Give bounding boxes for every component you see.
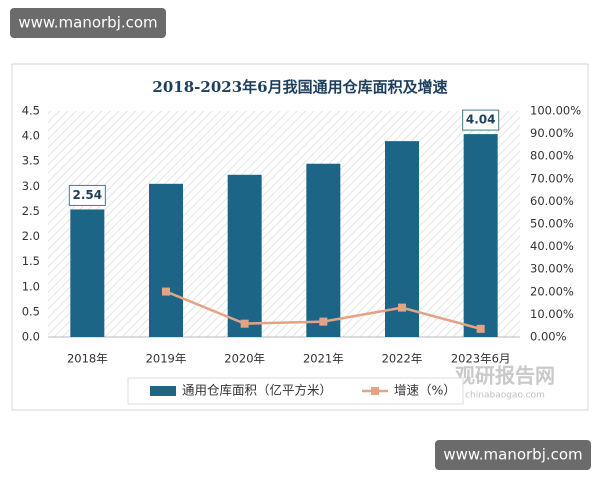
line-marker [398, 303, 406, 312]
y-tick-label: 1.0 [22, 279, 40, 293]
y2-tick-label: 30.00% [530, 262, 574, 276]
legend-swatch [150, 386, 176, 396]
x-tick-label: 2021年 [303, 352, 344, 366]
y2-tick-label: 60.00% [530, 194, 574, 208]
bar [227, 174, 262, 337]
x-tick-label: 2018年 [67, 352, 108, 366]
value-label: 4.04 [466, 113, 496, 127]
x-tick-label: 2019年 [146, 352, 187, 366]
watermark-box [10, 8, 166, 38]
legend-frame [127, 377, 464, 405]
y2-tick-label: 40.00% [530, 239, 574, 253]
bar [70, 209, 105, 337]
line-marker [319, 317, 328, 326]
y2-tick-label: 10.00% [530, 307, 574, 321]
bar [463, 134, 498, 337]
line-marker [162, 287, 170, 296]
y2-tick-label: 100.00% [530, 104, 581, 118]
watermark: www.manorbj.com [18, 14, 157, 32]
y-tick-label: 3.0 [22, 179, 40, 193]
legend-label: 通用仓库面积（亿平方米） [182, 383, 332, 398]
y-tick-label: 1.5 [22, 254, 40, 268]
y2-tick-label: 50.00% [530, 217, 574, 231]
y-tick-label: 4.5 [22, 104, 40, 118]
value-label-box [462, 109, 500, 131]
y2-tick-label: 20.00% [530, 284, 574, 298]
plot-area [48, 111, 520, 337]
watermark-box [435, 440, 591, 470]
y-tick-label: 2.0 [22, 229, 40, 243]
line-marker [240, 319, 249, 328]
line-marker [476, 324, 485, 333]
x-tick-label: 2022年 [382, 352, 423, 366]
source-site: chinabaogao.com [465, 391, 545, 401]
y-tick-label: 3.5 [22, 154, 40, 168]
y2-tick-label: 70.00% [530, 171, 574, 185]
bar [306, 163, 341, 337]
value-label-box [68, 184, 106, 206]
value-label: 2.54 [73, 188, 103, 202]
y-tick-label: 0.0 [22, 330, 40, 344]
y-tick-label: 2.5 [22, 204, 40, 218]
legend-label: 增速（%） [394, 383, 456, 398]
y2-tick-label: 0.00% [530, 330, 567, 344]
x-tick-label: 2023年6月 [451, 352, 511, 366]
y2-tick-label: 80.00% [530, 149, 574, 163]
chart-title: 2018-2023年6月我国通用仓库面积及增速 [152, 78, 447, 96]
watermark: www.manorbj.com [443, 446, 582, 464]
bar [149, 183, 183, 337]
y2-tick-label: 90.00% [530, 126, 574, 140]
y-tick-label: 0.5 [22, 304, 40, 318]
legend-swatch [371, 387, 380, 395]
x-tick-label: 2020年 [224, 352, 265, 366]
y-tick-label: 4.0 [22, 129, 40, 143]
source-mark: 观研报告网 [455, 364, 555, 388]
